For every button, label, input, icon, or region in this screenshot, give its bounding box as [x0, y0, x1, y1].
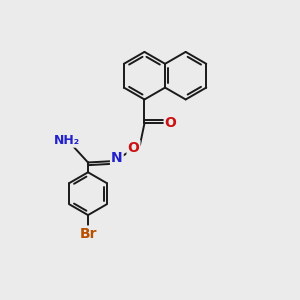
Text: Br: Br [79, 226, 97, 241]
Text: O: O [128, 141, 140, 154]
Text: NH₂: NH₂ [54, 134, 80, 147]
Text: O: O [165, 116, 177, 130]
Text: N: N [111, 151, 123, 165]
